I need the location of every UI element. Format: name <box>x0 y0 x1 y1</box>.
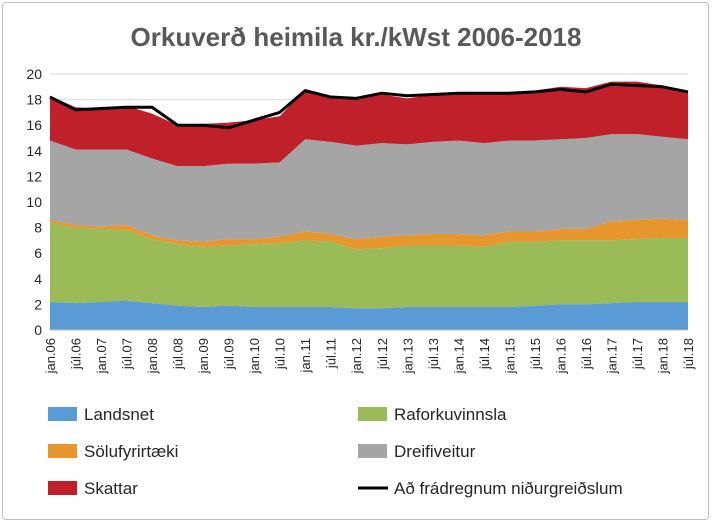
legend-label-s-lufyrirt-ki: Sölufyrirtæki <box>84 442 178 461</box>
x-tick-label: júl.14 <box>477 338 492 370</box>
x-tick-label: jan.06 <box>43 338 58 374</box>
legend-label-raforkuvinnsla: Raforkuvinnsla <box>394 405 507 424</box>
legend-swatch-landsnet <box>48 407 77 421</box>
y-tick-label: 4 <box>34 271 42 287</box>
x-tick-label: júl.06 <box>69 338 84 370</box>
x-tick-label: júl.12 <box>375 338 390 370</box>
y-tick-label: 20 <box>26 66 42 82</box>
legend-label-a-fr-dregnum-ni-urgrei-slum: Að frádregnum niðurgreiðslum <box>394 479 623 498</box>
x-tick-label: júl.07 <box>120 338 135 370</box>
x-tick-label: júl.16 <box>579 338 594 370</box>
y-tick-label: 18 <box>26 92 42 108</box>
line-total <box>49 82 689 130</box>
x-tick-label: júl.08 <box>171 338 186 370</box>
x-tick-label: jan.15 <box>502 338 517 374</box>
x-tick-labels: jan.06 júl.06 jan.07 júl.07 jan.08 júl.08 jan.… <box>43 338 696 374</box>
y-tick-label: 2 <box>34 296 42 312</box>
legend: Landsnet Raforkuvinnsla Sölufyrirtæki Dreif… <box>48 405 623 498</box>
y-tick-label: 0 <box>34 322 42 338</box>
y-tick-label: 14 <box>26 143 42 159</box>
x-tick-label: júl.10 <box>273 338 288 370</box>
x-tick-label: jan.10 <box>247 338 262 374</box>
x-tick-label: jan.11 <box>298 338 313 373</box>
x-tick-label: jan.07 <box>94 338 109 374</box>
legend-label-landsnet: Landsnet <box>84 405 154 424</box>
x-tick-label: jan.17 <box>604 338 619 374</box>
area-landsnet <box>50 300 688 330</box>
y-tick-label: 10 <box>26 194 42 210</box>
y-tick-label: 8 <box>34 220 42 236</box>
total-line <box>49 82 689 130</box>
x-tick-label: júl.11 <box>324 338 339 369</box>
x-tick-label: júl.17 <box>630 338 645 370</box>
stacked-areas <box>50 81 688 330</box>
y-tick-label: 12 <box>26 168 42 184</box>
x-tick-label: júl.18 <box>681 338 696 370</box>
x-tick-label: jan.09 <box>196 338 211 374</box>
x-tick-label: jan.12 <box>349 338 364 374</box>
x-tick-label: júl.09 <box>222 338 237 370</box>
legend-label-skattar: Skattar <box>84 479 138 498</box>
legend-label-dreifiveitur: Dreifiveitur <box>394 442 476 461</box>
x-tick-label: júl.13 <box>426 338 441 370</box>
x-tick-label: jan.13 <box>400 338 415 374</box>
x-tick-label: jan.08 <box>145 338 160 374</box>
x-tick-label: jan.16 <box>553 338 568 374</box>
y-tick-label: 16 <box>26 117 42 133</box>
x-tick-label: júl.15 <box>528 338 543 370</box>
x-tick-label: jan.18 <box>655 338 670 374</box>
y-tick-label: 6 <box>34 245 42 261</box>
y-tick-labels: 0 2 4 6 8 10 12 14 16 18 20 <box>26 66 42 338</box>
legend-swatch-s-lufyrirt-ki <box>48 444 77 458</box>
x-tick-label: jan.14 <box>451 338 466 374</box>
legend-swatch-dreifiveitur <box>358 444 387 458</box>
legend-swatch-raforkuvinnsla <box>358 407 387 421</box>
legend-swatch-skattar <box>48 481 77 495</box>
area-skattar <box>50 81 688 167</box>
chart-title: Orkuverð heimila kr./kWst 2006-2018 <box>131 22 582 52</box>
area-raforkuvinnsla <box>50 222 688 309</box>
area-dreifiveitur <box>50 134 688 242</box>
area-s-lufyrirt-ki <box>50 218 688 250</box>
